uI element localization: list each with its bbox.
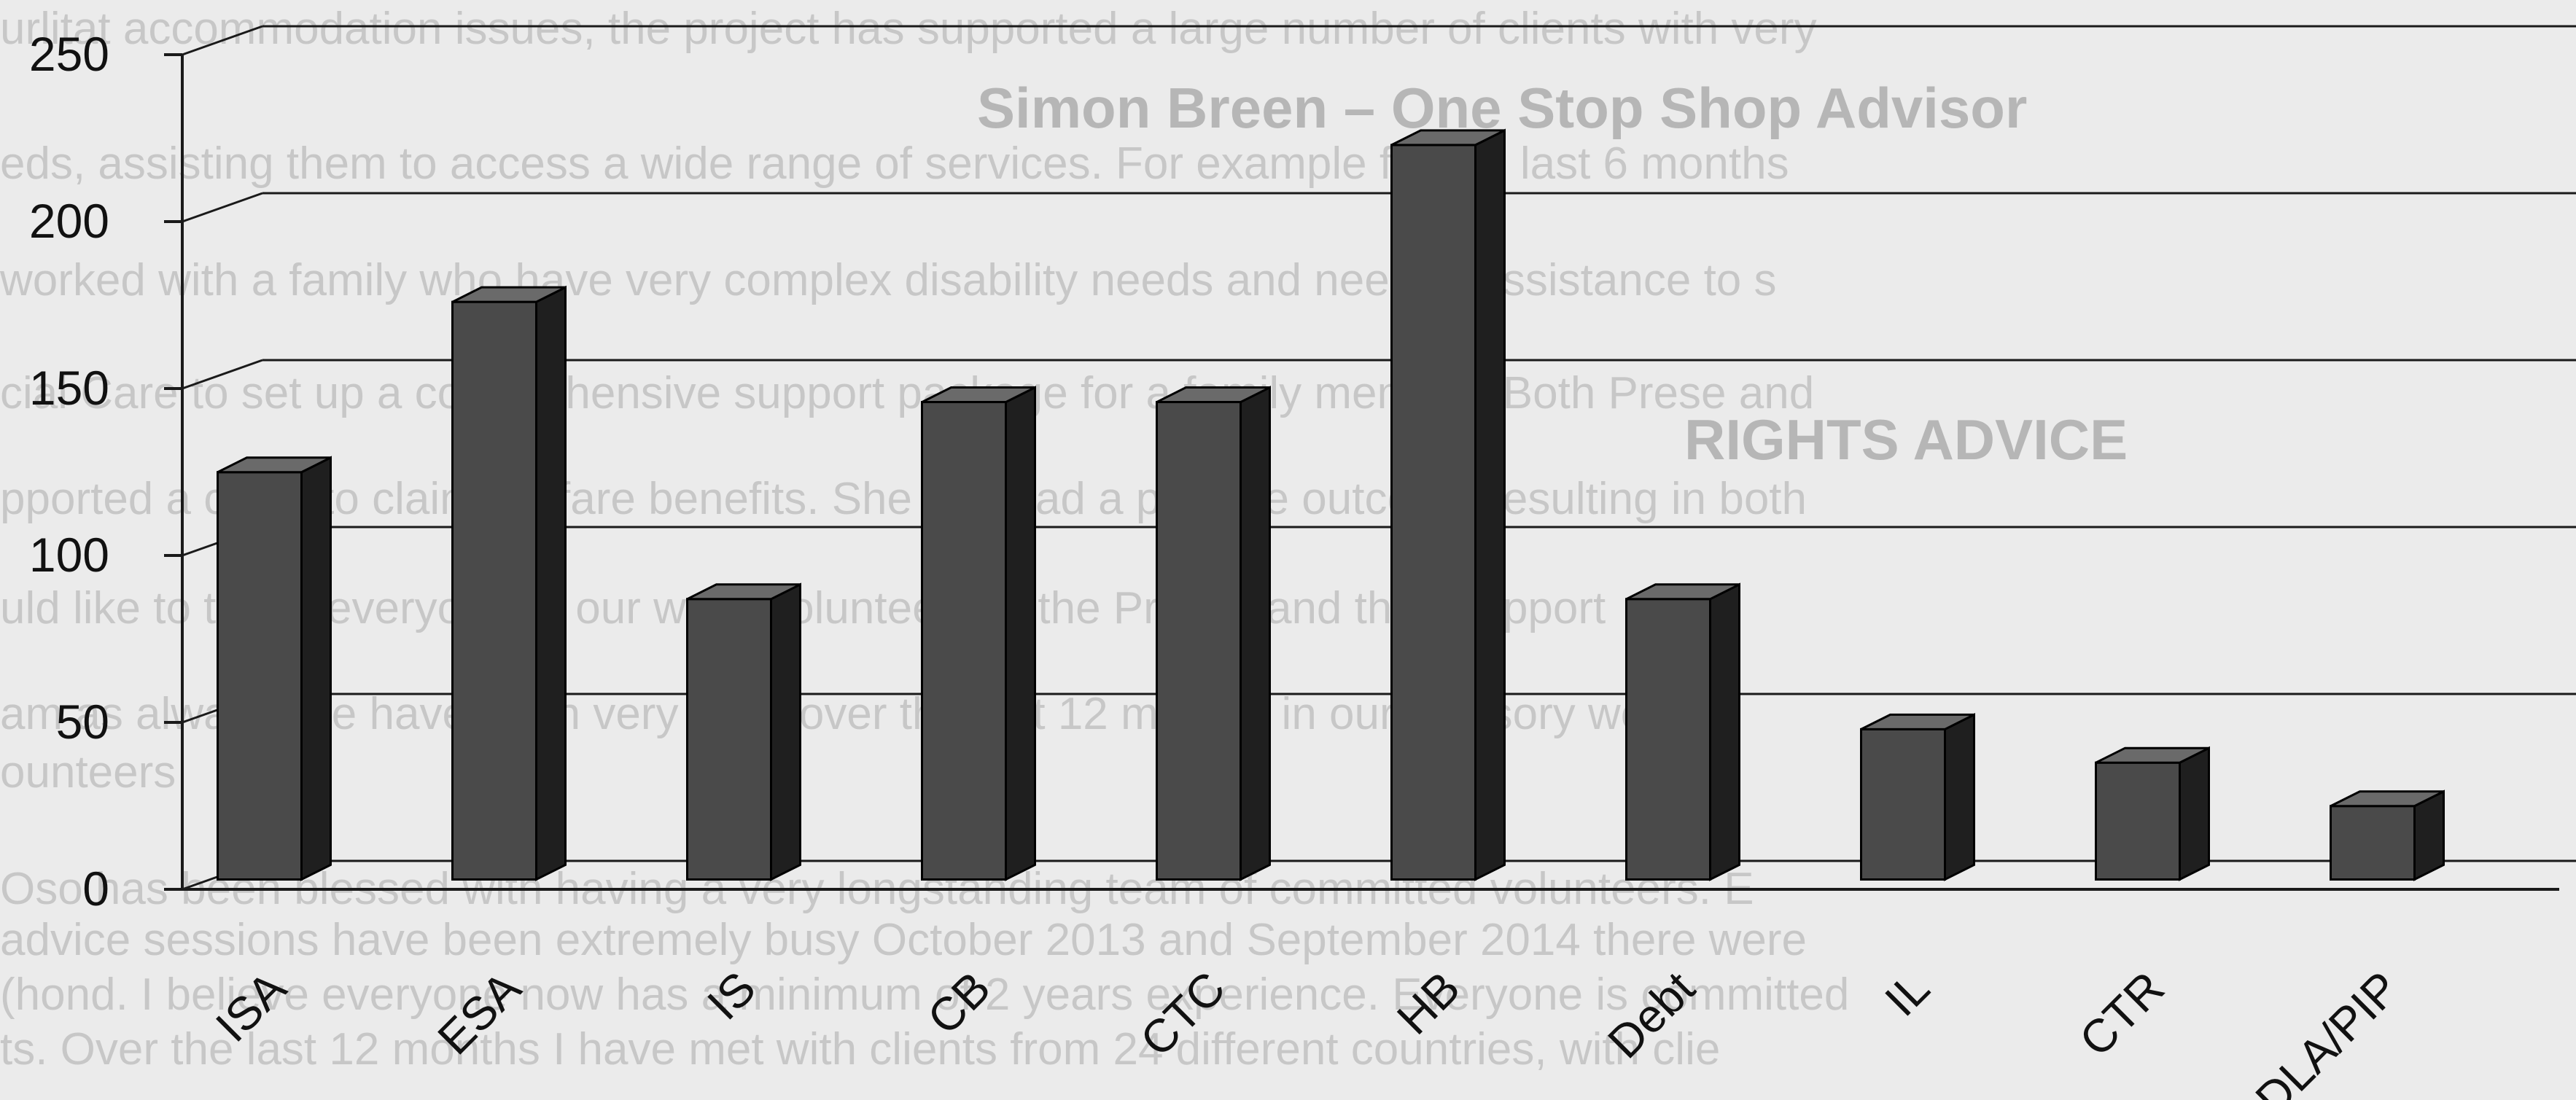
bar-front-face (686, 598, 772, 881)
bar-side-face (1709, 582, 1740, 881)
svg-text:worked with a family who have: worked with a family who have very compl… (0, 255, 1777, 305)
svg-text:urlitat accommodation issues,: urlitat accommodation issues, the projec… (0, 4, 1817, 54)
bar-front-face (217, 471, 303, 881)
bar-side-face (300, 456, 332, 881)
y-tick-label-150: 150 (29, 361, 109, 415)
gridline-200 (182, 192, 2576, 223)
bar-isa (217, 456, 332, 881)
y-tick-label-0: 0 (82, 862, 109, 916)
bar-front-face (1156, 401, 1242, 881)
svg-text:(hond. I believe everyone now: (hond. I believe everyone now has a mini… (0, 970, 1849, 1020)
bar-top-face (1390, 129, 1506, 147)
x-tick-label-ctr: CTR (2069, 961, 2174, 1066)
svg-text:ounteers: ounteers (0, 747, 176, 797)
bar-top-face (451, 286, 567, 303)
bar-front-face (2330, 805, 2416, 881)
bar-is (686, 582, 801, 881)
bar-top-face (217, 456, 332, 474)
bar-front-face (1860, 728, 1946, 881)
svg-text:RIGHTS ADVICE: RIGHTS ADVICE (1684, 407, 2128, 472)
y-tick-labels: 0 50 100 150 200 250 (29, 27, 182, 916)
bar-top-face (1156, 386, 1271, 404)
bars (217, 128, 2445, 881)
bar-top-face (1860, 713, 1975, 730)
bar-dla-pip (2330, 789, 2445, 881)
svg-text:advice sessions have been extr: advice sessions have been extremely busy… (0, 915, 1807, 965)
bar-side-face (1240, 386, 1271, 881)
bar-top-face (1625, 583, 1740, 601)
svg-text:eds, assisting them to access: eds, assisting them to access a wide ran… (0, 139, 1789, 189)
bar-cb (921, 386, 1036, 881)
bar-front-face (1390, 144, 1476, 881)
svg-text:Simon Breen – One Stop Shop Ad: Simon Breen – One Stop Shop Advisor (977, 76, 2027, 140)
gridline-150 (182, 359, 2576, 390)
bar-side-face (1005, 386, 1036, 881)
bar-side-face (1474, 128, 1506, 881)
bar-front-face (921, 401, 1007, 881)
bar-front-face (1625, 598, 1711, 881)
svg-text:ts. Over the last 12 months I: ts. Over the last 12 months I have met w… (0, 1024, 1720, 1074)
bar-il (1860, 712, 1975, 881)
bar-hb (1390, 128, 1506, 881)
bar-side-face (1944, 712, 1975, 881)
bar-side-face (535, 285, 567, 881)
bar-esa (451, 285, 567, 881)
bar-front-face (2095, 761, 2181, 881)
y-tick-label-50: 50 (56, 695, 109, 749)
y-tick-label-100: 100 (29, 528, 109, 582)
y-tick-label-200: 200 (29, 194, 109, 248)
bar-front-face (451, 300, 537, 881)
gridline-250 (182, 25, 2576, 56)
x-tick-label-dla-pip: DLA/PIP (2245, 961, 2408, 1100)
bar-debt (1625, 582, 1740, 881)
bar-top-face (921, 386, 1036, 404)
bar-side-face (2179, 746, 2210, 881)
bar-top-face (2330, 790, 2445, 808)
y-tick-label-250: 250 (29, 27, 109, 81)
bar-top-face (686, 583, 801, 601)
x-tick-label-il: IL (1875, 961, 1939, 1026)
svg-text:cial Care to set up a comprehe: cial Care to set up a comprehensive supp… (0, 368, 1814, 418)
bar-ctc (1156, 386, 1271, 881)
bar-ctr (2095, 746, 2210, 881)
bar-side-face (770, 582, 801, 881)
bar-top-face (2095, 746, 2210, 764)
